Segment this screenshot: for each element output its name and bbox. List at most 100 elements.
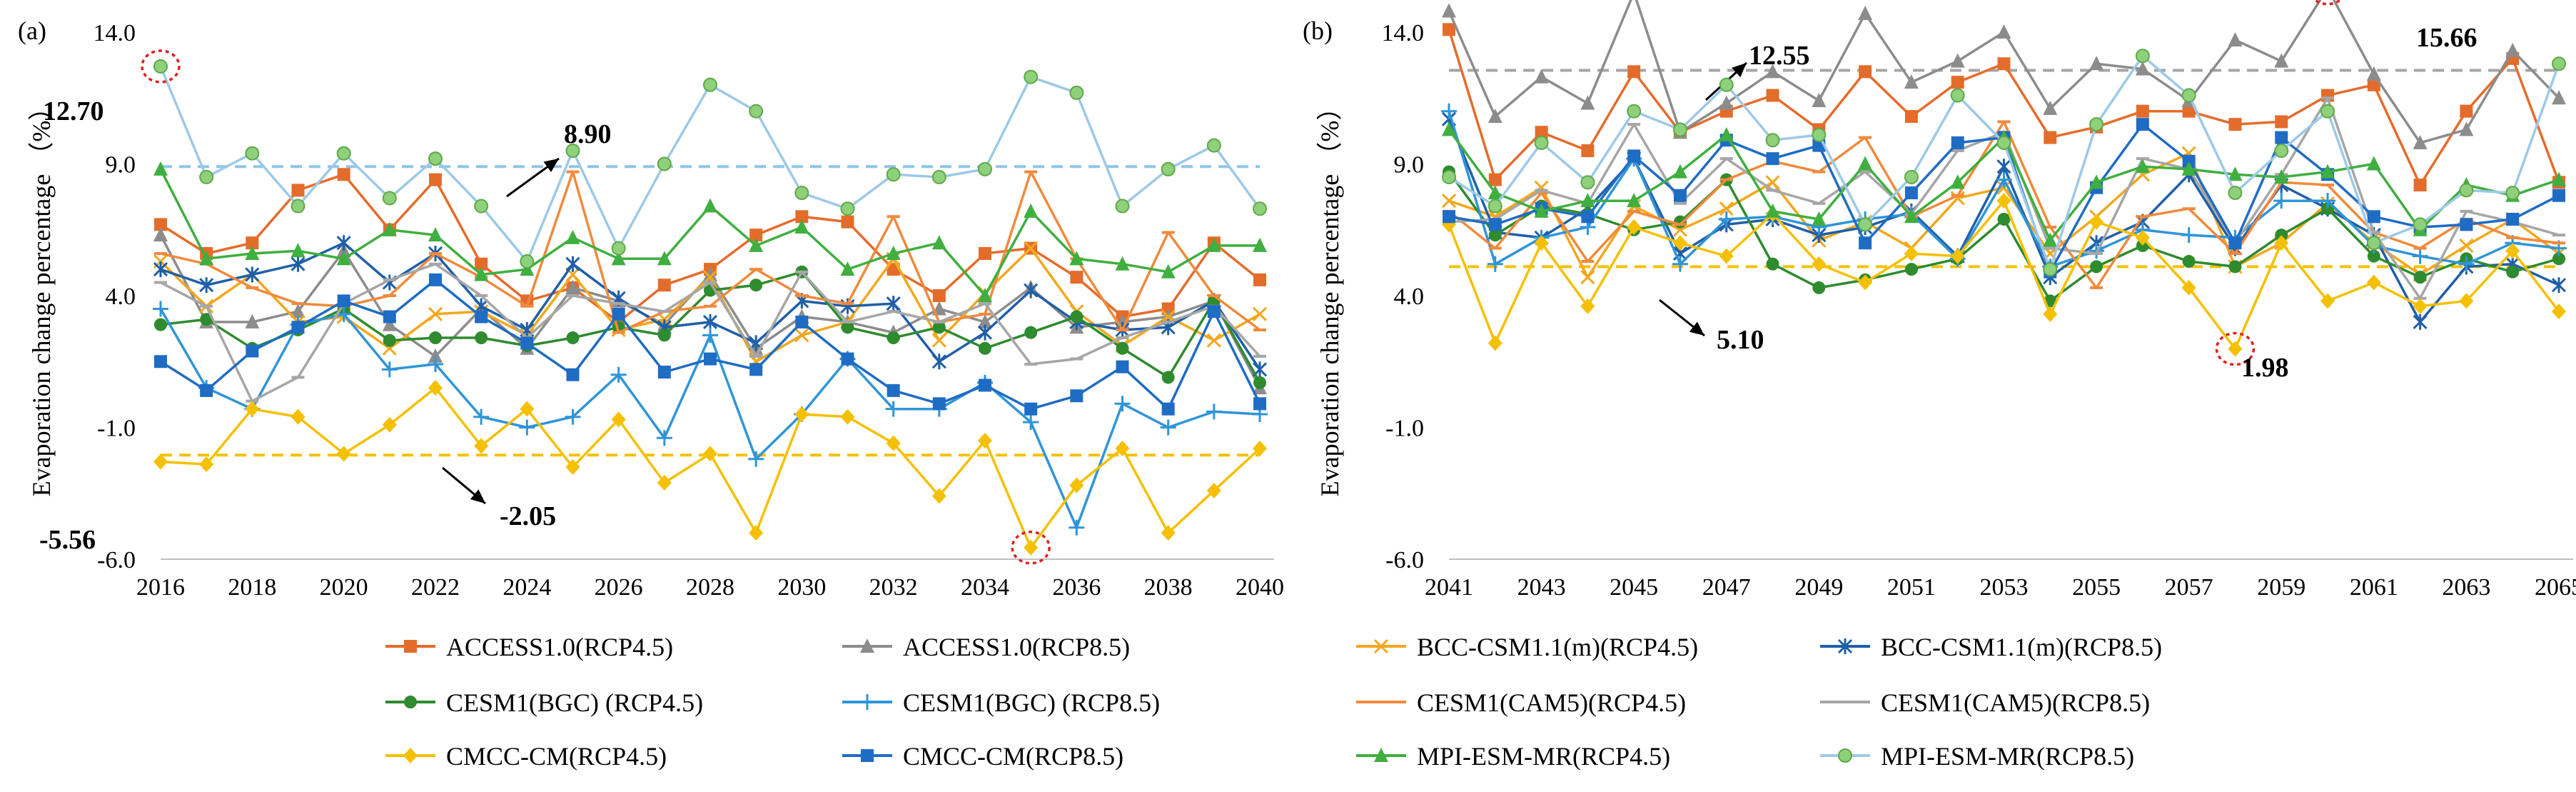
diamond-marker	[1206, 483, 1221, 499]
diamond-marker	[2459, 293, 2474, 309]
circle-marker	[1070, 310, 1084, 324]
square-marker	[1627, 149, 1641, 163]
reference-label: -2.05	[500, 501, 556, 531]
square-marker	[1951, 136, 1964, 149]
x-tick-label: 2055	[2072, 574, 2121, 601]
square-marker	[475, 257, 488, 271]
circle-marker	[153, 59, 168, 74]
triangle-marker	[1580, 193, 1595, 208]
diamond-marker	[611, 411, 626, 428]
circle-marker	[2320, 104, 2335, 119]
plus-marker	[428, 356, 443, 372]
square-marker	[749, 363, 763, 376]
circle-marker	[2552, 252, 2565, 266]
triangle-marker	[703, 266, 717, 281]
circle-marker	[2552, 56, 2566, 71]
circle-marker	[2459, 183, 2474, 198]
annotation-circle	[1011, 531, 1051, 565]
triangle-marker	[1950, 174, 1965, 189]
circle-marker	[428, 151, 443, 166]
square-marker	[1766, 89, 1779, 102]
triangle-marker	[1812, 92, 1827, 107]
series-line	[160, 386, 1261, 549]
legend-label: CESM1(BGC) (RCP4.5)	[446, 688, 703, 717]
x-marker	[1441, 194, 1457, 209]
square-marker	[2228, 118, 2242, 131]
triangle-marker	[1904, 74, 1919, 89]
legend-label: CMCC-CM(RCP8.5)	[903, 742, 1123, 771]
square-marker	[2506, 212, 2520, 226]
circle-marker	[429, 331, 442, 345]
series-access1-0-rcp8-5-	[1442, 0, 2566, 149]
circle-marker	[657, 329, 671, 342]
square-marker	[612, 307, 625, 321]
diamond-marker	[749, 525, 764, 541]
circle-marker	[840, 201, 855, 216]
square-marker	[1535, 126, 1548, 139]
diamond-marker	[840, 408, 855, 425]
square-marker	[2182, 154, 2196, 168]
square-marker	[1070, 389, 1084, 403]
diamond-marker	[2505, 243, 2520, 259]
star-marker	[153, 261, 168, 278]
series-cmcc-cm-rcp4-5-	[1442, 193, 2566, 357]
y-axis-label: Evaporation change percentage （%）	[1315, 95, 1344, 497]
triangle-marker	[978, 288, 992, 302]
circle-marker	[404, 696, 417, 708]
legend-entry: CMCC-CM(RCP4.5)	[385, 742, 667, 771]
triangle-marker	[1442, 3, 1456, 18]
triangle-marker	[1672, 164, 1687, 179]
diamond-marker	[245, 401, 260, 417]
triangle-marker	[1858, 156, 1873, 171]
plus-marker	[381, 361, 398, 378]
triangle-marker	[886, 245, 901, 260]
chart-panel-a: (a) Evaporation change percentage （%） -6.0…	[18, 16, 1284, 601]
circle-marker	[931, 169, 946, 184]
series-line	[159, 66, 1261, 263]
triangle-marker	[1765, 64, 1780, 79]
circle-marker	[565, 144, 580, 159]
circle-marker	[749, 104, 764, 119]
diamond-marker	[520, 401, 535, 417]
triangle-marker	[794, 219, 809, 234]
diamond-marker	[1161, 525, 1176, 541]
triangle-marker	[1996, 24, 2011, 39]
plus-marker	[2458, 256, 2475, 272]
circle-marker	[1812, 281, 1826, 294]
circle-marker	[2413, 271, 2427, 284]
legend-label: BCC-CSM1.1(m)(RCP4.5)	[1417, 633, 1698, 661]
annotation-label: 12.70	[43, 96, 104, 126]
reference-label: 5.10	[1717, 325, 1764, 355]
circle-marker	[2228, 260, 2242, 274]
circle-marker	[383, 334, 396, 347]
square-marker	[979, 246, 991, 260]
circle-marker	[291, 199, 305, 214]
circle-marker	[1442, 169, 1456, 184]
triangle-marker	[2552, 171, 2566, 186]
series-line	[160, 173, 1261, 324]
circle-marker	[1115, 199, 1130, 214]
y-tick-label: -1.0	[97, 416, 136, 442]
square-marker	[2182, 104, 2196, 118]
triangle-marker	[2274, 169, 2289, 184]
plus-marker	[1718, 211, 1734, 227]
diamond-marker	[1534, 235, 1549, 251]
square-marker	[154, 355, 167, 369]
circle-marker	[1487, 199, 1502, 214]
plus-marker	[153, 301, 168, 317]
circle-marker	[1580, 175, 1595, 190]
circle-marker	[2366, 236, 2381, 251]
x-tick-label: 2053	[1980, 574, 2029, 601]
x-marker	[1373, 638, 1389, 654]
star-marker	[336, 235, 351, 251]
x-tick-label: 2059	[2257, 574, 2305, 601]
triangle-marker	[978, 314, 992, 329]
diamond-marker	[657, 474, 672, 491]
triangle-marker	[1024, 203, 1039, 218]
square-marker	[337, 168, 350, 181]
diamond-marker	[1904, 245, 1919, 261]
x-tick-label: 2045	[1610, 574, 1658, 601]
circle-marker	[2090, 260, 2103, 274]
triangle-marker	[1069, 251, 1084, 266]
x-tick-label: 2065	[2535, 574, 2576, 601]
